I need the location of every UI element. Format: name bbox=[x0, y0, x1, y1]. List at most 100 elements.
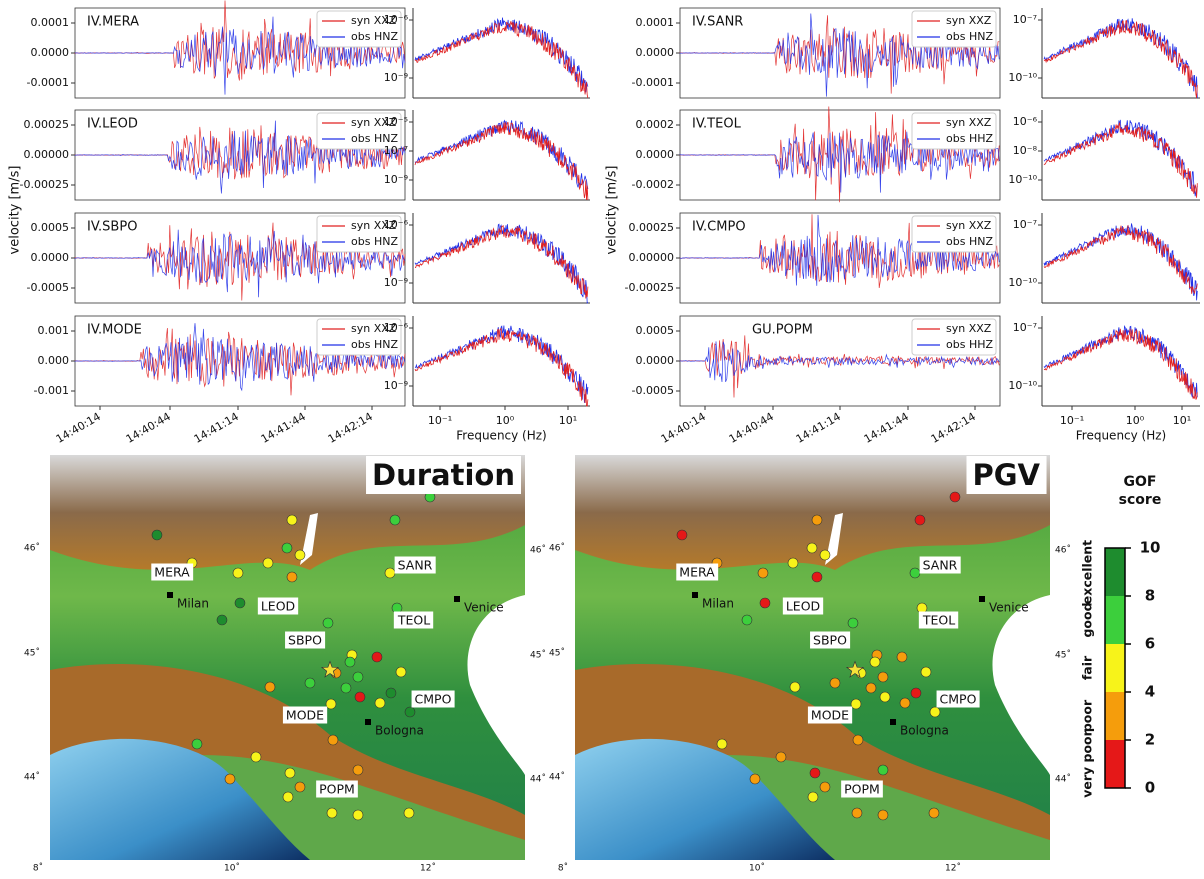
x-tick-label: 14:41:44 bbox=[862, 410, 911, 446]
adriatic bbox=[992, 595, 1050, 775]
station-dot bbox=[262, 557, 274, 569]
station-dot bbox=[344, 656, 356, 668]
station-name-box bbox=[316, 780, 358, 798]
lon-tick-label: 12˚ bbox=[420, 863, 436, 874]
spectrum bbox=[1043, 223, 1198, 301]
legend-label: obs HNZ bbox=[351, 132, 398, 145]
station-dot bbox=[811, 514, 823, 526]
spectrum bbox=[1043, 225, 1198, 294]
station-name: LEOD bbox=[786, 599, 820, 614]
city-name: Venice bbox=[989, 601, 1029, 615]
spec-y-tick-label: 10⁻⁹ bbox=[384, 276, 408, 289]
y-tick-label: 0.00025 bbox=[24, 118, 70, 131]
ligurian-sea bbox=[50, 738, 310, 860]
lat-tick-label: 45˚ bbox=[24, 648, 40, 659]
lat-tick-label-right: 45˚ bbox=[530, 650, 546, 661]
city-marker bbox=[454, 596, 460, 602]
legend-box bbox=[911, 215, 997, 253]
lon-tick-label: 12˚ bbox=[945, 863, 961, 874]
colorbar-segment bbox=[1105, 596, 1125, 644]
legend-label: syn XXZ bbox=[946, 322, 992, 335]
colorbar-tick-label: 2 bbox=[1145, 731, 1155, 749]
legend-box bbox=[911, 112, 997, 150]
station-dot bbox=[216, 614, 228, 626]
station-dot bbox=[928, 807, 940, 819]
spec-y-tick-label: 10⁻⁹ bbox=[384, 379, 408, 392]
x-tick-label: 14:40:44 bbox=[124, 410, 173, 446]
map-title: PGV bbox=[972, 458, 1040, 492]
station-dot bbox=[920, 666, 932, 678]
station-dot bbox=[282, 791, 294, 803]
station-dot bbox=[322, 617, 334, 629]
station-dot bbox=[676, 529, 688, 541]
station-name: MERA bbox=[154, 565, 190, 580]
y-tick-label: -0.00025 bbox=[20, 178, 69, 191]
station-name: MODE bbox=[811, 708, 849, 723]
station-name-box bbox=[285, 631, 326, 649]
alps bbox=[575, 455, 1050, 570]
station-dot bbox=[403, 807, 415, 819]
synthetic-waveform bbox=[74, 125, 406, 180]
station-dot bbox=[389, 514, 401, 526]
station-dot bbox=[281, 542, 293, 554]
y-tick-label: 0.0001 bbox=[31, 16, 70, 29]
spec-x-tick-label: 10⁰ bbox=[496, 414, 515, 427]
spectrum bbox=[414, 328, 589, 407]
y-tick-label: -0.0001 bbox=[632, 76, 674, 89]
station-name-box bbox=[393, 611, 434, 629]
legend-label: syn XXZ bbox=[351, 219, 397, 232]
legend-label: syn XXZ bbox=[946, 14, 992, 27]
station-name-box bbox=[807, 706, 853, 724]
adriatic bbox=[467, 595, 525, 775]
lat-tick-label-right: 44˚ bbox=[1055, 774, 1071, 785]
station-dot bbox=[395, 666, 407, 678]
station-dot bbox=[806, 542, 818, 554]
spec-y-tick-label: 10⁻¹⁰ bbox=[1008, 379, 1037, 392]
station-name: SANR bbox=[923, 558, 958, 573]
station-dot bbox=[759, 597, 771, 609]
y-tick-label: 0.0005 bbox=[31, 221, 70, 234]
station-name-box bbox=[676, 563, 719, 581]
station-name-box bbox=[782, 597, 824, 615]
legend-label: obs HHZ bbox=[946, 132, 993, 145]
legend-label: obs HHZ bbox=[946, 338, 993, 351]
observed-waveform bbox=[74, 120, 406, 194]
y-tick-label: 0.0005 bbox=[636, 324, 675, 337]
station-name: LEOD bbox=[261, 599, 295, 614]
legend-label: obs HNZ bbox=[351, 338, 398, 351]
lon-tick-label: 10˚ bbox=[224, 863, 240, 874]
spec-y-tick-label: 10⁻⁶ bbox=[1013, 115, 1038, 128]
station-name: POPM bbox=[319, 782, 355, 797]
station-name-box bbox=[282, 706, 328, 724]
lat-tick-label: 44˚ bbox=[24, 772, 40, 783]
station-name: POPM bbox=[844, 782, 880, 797]
observed-waveform bbox=[679, 13, 1000, 97]
colorbar-tick-label: 6 bbox=[1145, 635, 1155, 653]
station-dot bbox=[879, 691, 891, 703]
station-name: MODE bbox=[286, 708, 324, 723]
legend-label: obs HNZ bbox=[351, 30, 398, 43]
lat-tick-label-right: 46˚ bbox=[530, 545, 546, 556]
colorbar-segment bbox=[1105, 548, 1125, 596]
epicenter bbox=[845, 660, 865, 678]
spec-x-tick-label: 10⁻¹ bbox=[428, 414, 452, 427]
station-dot bbox=[929, 706, 941, 718]
station-name-box bbox=[936, 690, 980, 708]
legend-box bbox=[911, 318, 997, 356]
y-tick-label: 0.00000 bbox=[629, 251, 675, 264]
station-dot bbox=[869, 656, 881, 668]
observed-waveform bbox=[679, 341, 1000, 383]
colorbar-tick-label: 4 bbox=[1145, 683, 1155, 701]
station-dot bbox=[787, 557, 799, 569]
city-marker bbox=[890, 719, 896, 725]
station-dot bbox=[865, 682, 877, 694]
colorbar-title: GOF bbox=[1124, 474, 1157, 490]
city-marker bbox=[365, 719, 371, 725]
station-dot bbox=[250, 751, 262, 763]
y-tick-label: -0.0005 bbox=[632, 384, 674, 397]
station-name-box bbox=[919, 556, 961, 574]
map-title-box bbox=[366, 456, 521, 494]
spec-x-tick-label: 10⁰ bbox=[1126, 414, 1145, 427]
station-dot bbox=[877, 764, 889, 776]
station-name: CMPO bbox=[940, 692, 977, 707]
